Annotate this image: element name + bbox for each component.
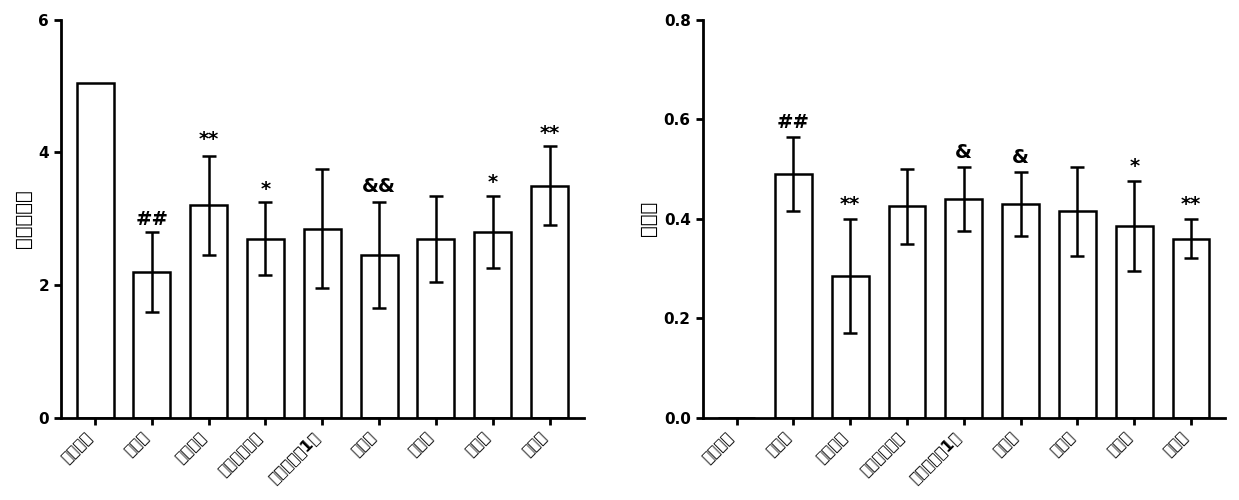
Bar <box>1059 212 1095 418</box>
Bar <box>134 272 170 418</box>
Bar <box>532 186 567 418</box>
Text: *: * <box>1129 158 1140 176</box>
Bar <box>1002 204 1040 418</box>
Text: &&: && <box>362 176 396 196</box>
Y-axis label: 梗死率: 梗死率 <box>639 201 658 236</box>
Text: ##: ## <box>777 112 810 132</box>
Bar <box>191 206 227 418</box>
Text: &: & <box>955 142 973 162</box>
Y-axis label: 行为学评分: 行为学评分 <box>14 190 33 248</box>
Text: &: & <box>1012 148 1030 167</box>
Bar <box>475 232 512 418</box>
Bar <box>831 276 869 418</box>
Text: **: ** <box>840 195 860 214</box>
Bar <box>304 228 341 418</box>
Bar <box>361 255 398 418</box>
Bar <box>1172 238 1209 418</box>
Text: **: ** <box>539 124 560 142</box>
Bar <box>247 238 284 418</box>
Text: *: * <box>488 173 498 192</box>
Bar <box>945 199 983 418</box>
Bar <box>888 206 926 418</box>
Text: *: * <box>260 180 270 199</box>
Bar <box>418 238 455 418</box>
Bar <box>1116 226 1152 418</box>
Bar <box>77 83 114 417</box>
Text: ##: ## <box>135 210 169 229</box>
Text: **: ** <box>1181 195 1201 214</box>
Text: **: ** <box>198 130 219 149</box>
Bar <box>774 174 812 418</box>
